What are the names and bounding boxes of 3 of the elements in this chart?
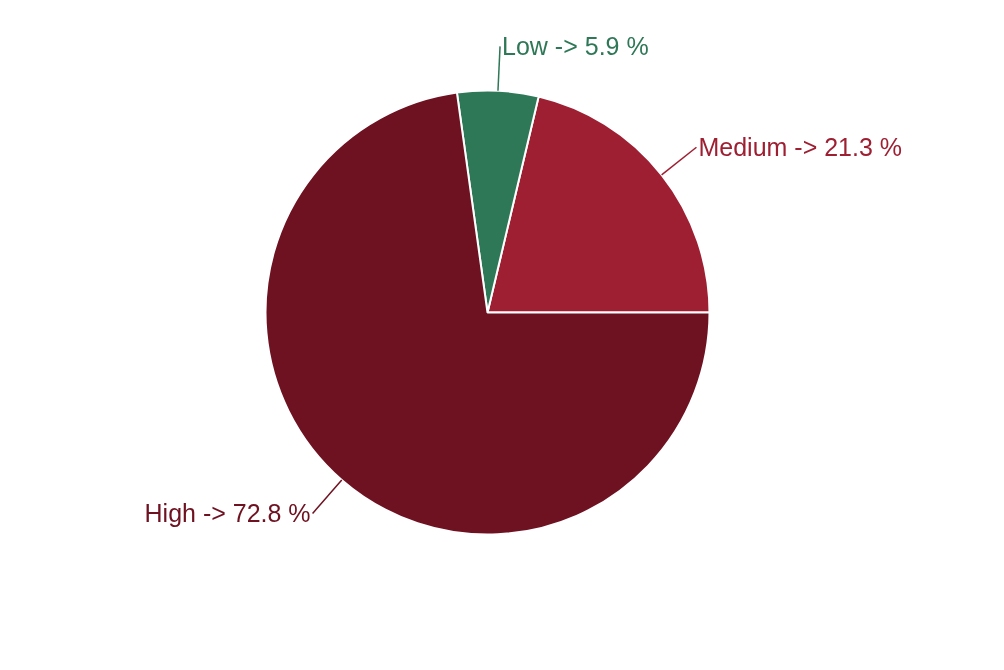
slice-label: High -> 72.8 %: [144, 499, 311, 528]
slice-label: Low -> 5.9 %: [502, 32, 649, 61]
slice-label: Medium -> 21.3 %: [698, 133, 903, 162]
